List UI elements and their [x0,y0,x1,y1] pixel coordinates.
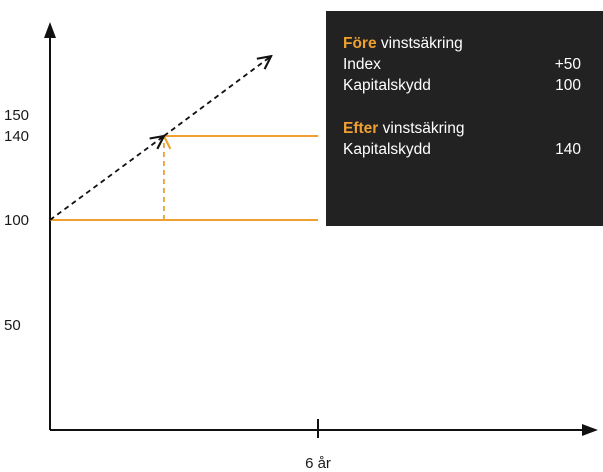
y-tick-label: 100 [4,212,29,229]
y-tick-label: 140 [4,128,29,145]
after-row-label: Kapitalskydd [343,141,431,158]
before-heading-accent: Före [343,35,377,52]
x-axis-arrowhead [582,424,598,436]
before-row-value: +50 [554,56,581,73]
before-row-label: Kapitalskydd [343,77,431,94]
info-box: Före vinstsäkring Index +50 Kapitalskydd… [326,11,603,226]
before-section: Före vinstsäkring Index +50 Kapitalskydd… [343,33,581,96]
before-row-capital: Kapitalskydd 100 [343,75,581,96]
y-tick-labels: 150 140 100 50 [4,107,29,334]
series-layer [49,56,319,221]
y-tick-label: 150 [4,107,29,124]
before-row-label: Index [343,56,381,73]
before-heading-text: vinstsäkring [376,35,463,52]
index-arrow [163,56,271,137]
after-heading-accent: Efter [343,120,379,137]
before-row-index: Index +50 [343,54,581,75]
before-heading: Före vinstsäkring [343,33,581,54]
x-tick-labels: 6 år [305,455,331,472]
after-section: Efter vinstsäkring Kapitalskydd 140 [343,118,581,160]
after-heading-text: vinstsäkring [378,120,465,137]
after-row-capital: Kapitalskydd 140 [343,139,581,160]
before-row-value: 100 [555,77,581,94]
index-arrow [49,136,164,221]
x-tick-label: 6 år [305,455,331,472]
y-tick-label: 50 [4,317,21,334]
after-row-value: 140 [555,141,581,158]
y-axis-arrowhead [44,22,56,38]
after-heading: Efter vinstsäkring [343,118,581,139]
